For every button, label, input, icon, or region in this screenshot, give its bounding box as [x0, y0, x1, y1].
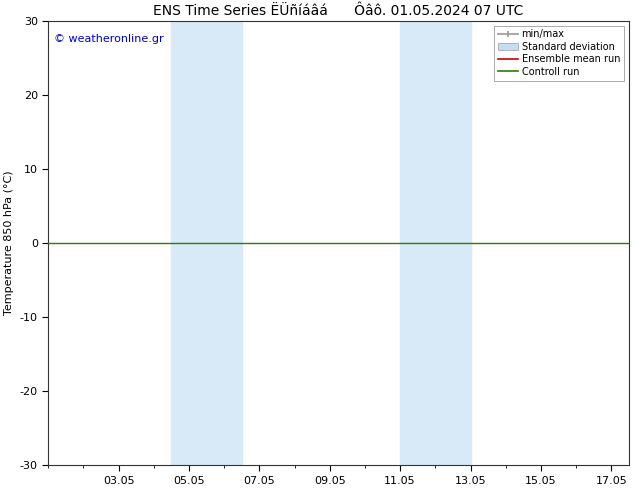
Bar [171, 21, 242, 465]
Y-axis label: Temperature 850 hPa (°C): Temperature 850 hPa (°C) [4, 171, 14, 316]
Text: © weatheronline.gr: © weatheronline.gr [54, 34, 164, 44]
Title: ENS Time Series ËÜñíáâá      Ôâô. 01.05.2024 07 UTC: ENS Time Series ËÜñíáâá Ôâô. 01.05.2024 … [153, 4, 524, 18]
Bar [400, 21, 470, 465]
Legend: min/max, Standard deviation, Ensemble mean run, Controll run: min/max, Standard deviation, Ensemble me… [495, 25, 624, 81]
